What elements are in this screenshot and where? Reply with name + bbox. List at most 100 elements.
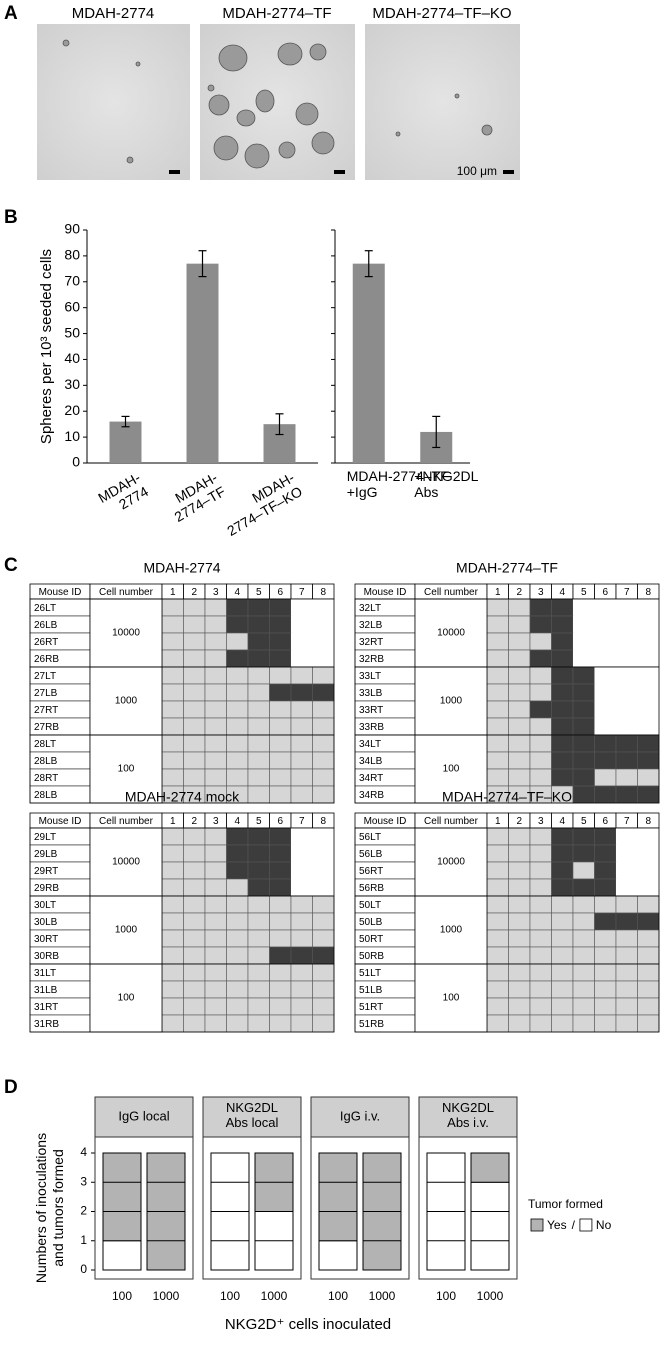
cell-number: 100 (443, 993, 460, 1004)
cell-number: 1000 (115, 696, 138, 707)
result-cell (269, 844, 292, 863)
header-text: 8 (645, 587, 651, 598)
empty-cell (594, 633, 616, 650)
result-cell (204, 980, 227, 999)
cell-number: 100 (443, 764, 460, 775)
result-cell (269, 632, 292, 651)
mouse-id: 51RT (359, 1002, 383, 1013)
result-cell (508, 895, 531, 914)
mouse-id: 32LB (359, 620, 383, 631)
mouse-id: 33RT (359, 705, 383, 716)
result-cell (529, 929, 552, 948)
header-text: 7 (624, 587, 630, 598)
mouse-id: 29RT (34, 866, 58, 877)
empty-cell (616, 667, 638, 684)
result-cell (312, 785, 335, 804)
empty-cell (616, 616, 638, 633)
cell-number-cell (414, 827, 488, 897)
result-cell (226, 980, 249, 999)
mouse-id: 56RB (359, 883, 384, 894)
header-text: 4 (234, 587, 240, 598)
image-title: MDAH-2774 (72, 5, 155, 22)
result-cell (312, 768, 335, 787)
result-cell (204, 929, 227, 948)
empty-cell (312, 845, 334, 862)
result-cell (269, 649, 292, 668)
result-cell (290, 946, 313, 965)
result-cell (572, 1014, 595, 1033)
header-text: 5 (581, 587, 587, 598)
result-cell (572, 768, 595, 787)
result-cell (529, 1014, 552, 1033)
result-cell (508, 666, 531, 685)
empty-cell (594, 718, 616, 735)
mouse-id: 30RT (34, 934, 58, 945)
group-border (354, 963, 660, 1033)
cell-number: 1000 (440, 925, 463, 936)
result-cell (226, 598, 249, 617)
empty-cell (573, 616, 595, 633)
empty-cell (594, 616, 616, 633)
empty-cell (616, 879, 638, 896)
result-cell (226, 751, 249, 770)
result-cell (204, 734, 227, 753)
facet-strip (202, 1096, 302, 1138)
bar (186, 263, 219, 463)
empty-cell (616, 718, 638, 735)
result-cell (204, 700, 227, 719)
result-cell (226, 827, 249, 846)
y-tick-label: 20 (64, 402, 80, 418)
result-cell (551, 878, 574, 897)
result-cell (637, 785, 660, 804)
result-cell (615, 997, 638, 1016)
mouse-id: 32RT (359, 637, 383, 648)
result-cell (508, 683, 531, 702)
result-cell (594, 929, 617, 948)
result-cell (529, 615, 552, 634)
cell-number: 10000 (112, 628, 140, 639)
facet-title: NKG2DL Abs i.v. (442, 1100, 494, 1130)
panel-label: D (4, 1077, 18, 1098)
result-cell (572, 929, 595, 948)
header-text: Mouse ID (364, 587, 407, 598)
spheres (62, 39, 493, 169)
result-cell (183, 844, 206, 863)
result-cell (551, 946, 574, 965)
mouse-id: 30LT (34, 900, 56, 911)
result-cell (529, 827, 552, 846)
legend-swatch (579, 1218, 593, 1232)
result-cell (226, 997, 249, 1016)
result-cell (572, 700, 595, 719)
mouse-id: 56LB (359, 849, 383, 860)
mouse-id: 33LB (359, 688, 383, 699)
result-cell (551, 980, 574, 999)
empty-cell (637, 616, 659, 633)
result-cell (508, 997, 531, 1016)
empty-cell (616, 701, 638, 718)
result-cell (183, 615, 206, 634)
result-cell (508, 598, 531, 617)
empty-cell (594, 684, 616, 701)
result-cell (594, 895, 617, 914)
result-cell (204, 963, 227, 982)
mouse-id: 28RT (34, 773, 58, 784)
header-text: 2 (191, 587, 197, 598)
mouse-id: 33LT (359, 671, 381, 682)
result-cell (508, 734, 531, 753)
empty-cell (312, 862, 334, 879)
header-text: 7 (624, 816, 630, 827)
empty-cell (291, 879, 313, 896)
mouse-id: 27LB (34, 688, 58, 699)
result-cell (269, 929, 292, 948)
result-cell (486, 946, 509, 965)
header-text: Cell number (424, 816, 479, 827)
result-cell (594, 1014, 617, 1033)
x-tick-label: MDAH-2774–TF (163, 469, 228, 525)
result-cell (247, 598, 270, 617)
result-cell (161, 598, 184, 617)
result-cell (637, 734, 660, 753)
result-cell (508, 929, 531, 948)
cell-number-cell (89, 895, 163, 965)
y-tick-label: 30 (64, 376, 80, 392)
y-tick-label: 90 (64, 221, 80, 237)
